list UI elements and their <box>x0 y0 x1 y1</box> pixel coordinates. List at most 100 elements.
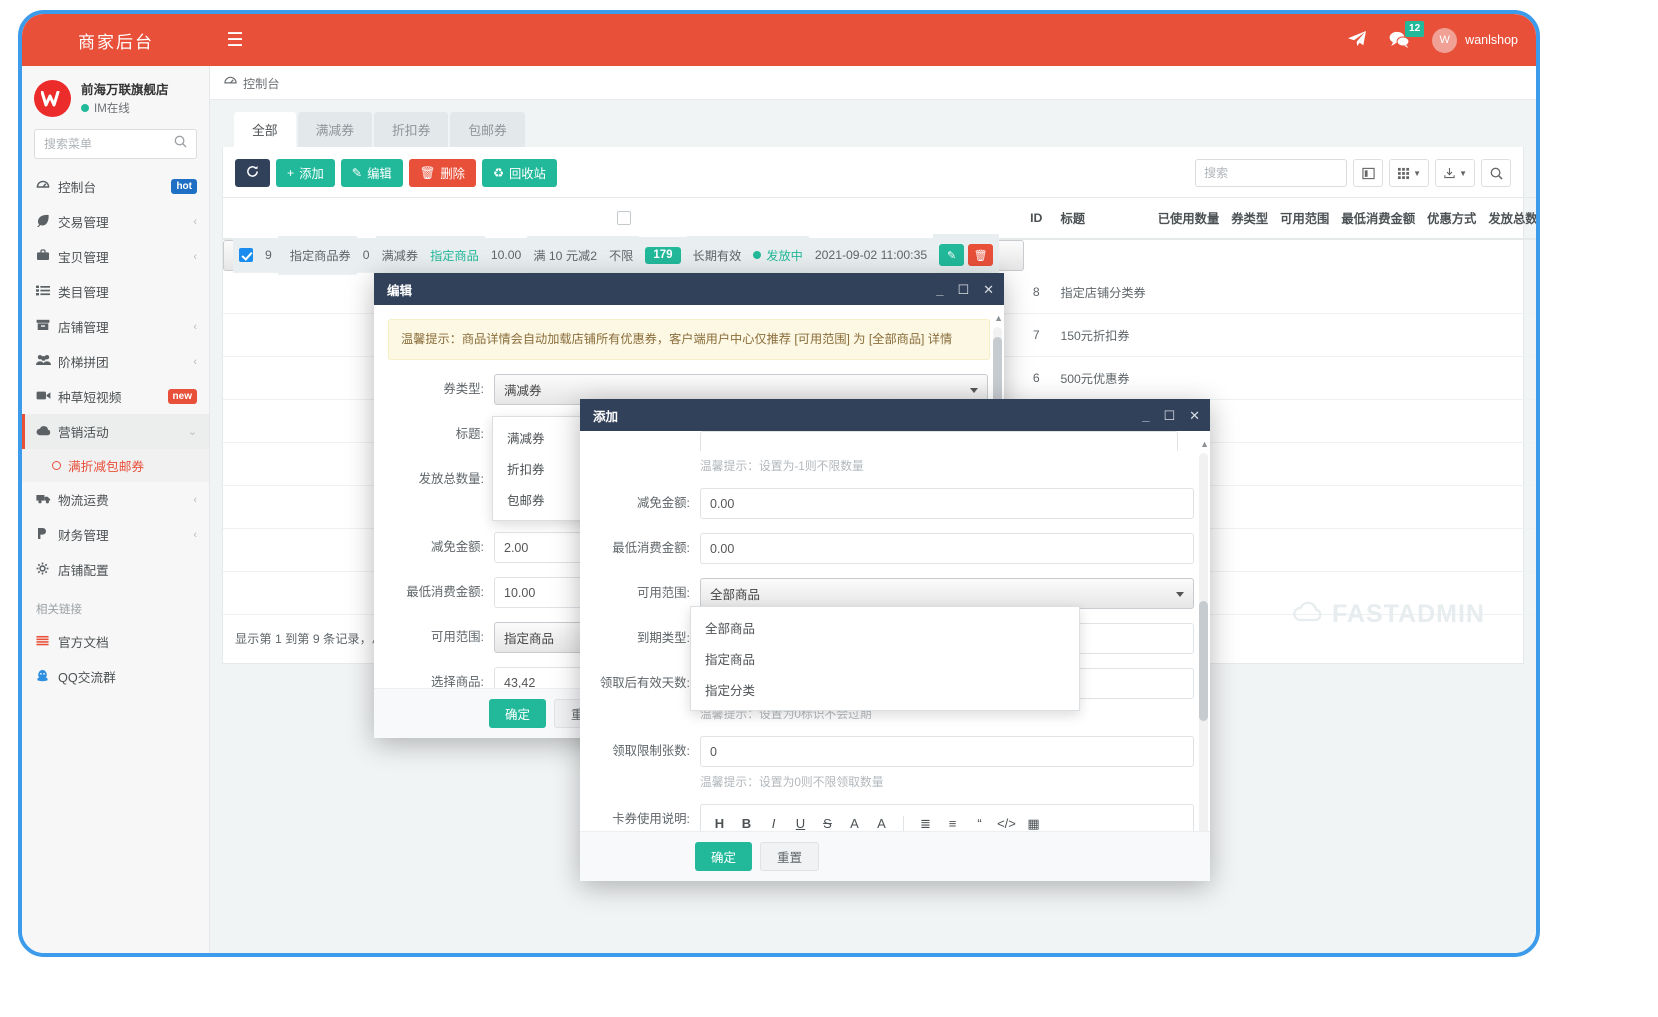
refresh-button[interactable] <box>235 159 270 187</box>
minimize-icon[interactable]: _ <box>1142 407 1150 423</box>
maximize-icon[interactable]: ☐ <box>957 281 970 297</box>
editor-B[interactable]: B <box>741 816 752 831</box>
im-status: IM在线 <box>81 100 169 116</box>
editor-A[interactable]: A <box>877 816 886 831</box>
scope-link[interactable]: 指定商品 <box>430 249 479 263</box>
editor-code-icon[interactable]: </> <box>997 816 1016 831</box>
sidebar-subitem-coupon[interactable]: 满折减包邮券 <box>22 449 209 482</box>
editor-A[interactable]: A <box>850 816 859 831</box>
maximize-icon[interactable]: ☐ <box>1163 407 1176 423</box>
paper-plane-icon[interactable] <box>1347 30 1367 51</box>
sidebar-item-2[interactable]: 宝贝管理 ‹ <box>22 239 209 274</box>
coupon-type-option-0[interactable]: 满减券 <box>507 432 545 446</box>
add-dialog-titlebar[interactable]: 添加 _ ☐ ✕ <box>580 399 1210 431</box>
scroll-up-arrow-icon[interactable]: ▲ <box>994 313 1003 323</box>
cell-7: 满 10 元减2 <box>527 236 603 275</box>
editor-I[interactable]: I <box>771 816 776 831</box>
row-delete-button[interactable]: 🗑 <box>968 244 994 266</box>
menu-search-input[interactable] <box>34 129 197 159</box>
cell-5 <box>1274 313 1336 357</box>
editor-S[interactable]: S <box>823 816 832 831</box>
sidebar-item-9[interactable]: 财务管理 ‹ <box>22 517 209 552</box>
scope-option-0[interactable]: 全部商品 <box>705 622 756 636</box>
row-edit-button[interactable]: ✎ <box>939 244 965 266</box>
search-icon[interactable] <box>1481 159 1511 187</box>
related-link-1[interactable]: QQ交流群 <box>22 659 209 694</box>
add-label-2: 可用范围: <box>636 586 690 600</box>
table-header-row: ID标题已使用数量券类型可用范围最低消费金额优惠方式发放总数量已领取数量有效期状… <box>223 197 1536 240</box>
edit-button[interactable]: ✎ 编辑 <box>340 159 403 187</box>
cell-7 <box>1421 571 1483 615</box>
sidebar-badge: hot <box>171 179 197 194</box>
cell-5 <box>1274 571 1336 615</box>
sidebar-item-label: 营销活动 <box>58 426 109 440</box>
add-select-2[interactable]: 全部商品 <box>700 578 1194 609</box>
add-dialog-scrollbar[interactable] <box>1199 453 1208 843</box>
tab-1[interactable]: 满减券 <box>297 112 372 147</box>
add-input-1[interactable] <box>700 533 1194 564</box>
dashboard-icon <box>224 76 237 90</box>
add-button[interactable]: + 添加 <box>276 159 335 187</box>
minimize-icon[interactable]: _ <box>936 281 944 297</box>
row-actions: ✎ 🗑 <box>939 244 994 266</box>
add-input-0[interactable] <box>700 488 1194 519</box>
editor-quote-icon[interactable]: “ <box>977 816 982 831</box>
user-menu[interactable]: W wanlshop <box>1432 27 1518 53</box>
edit-button-label: 编辑 <box>367 167 392 181</box>
edit-dialog-titlebar[interactable]: 编辑 _ ☐ ✕ <box>374 273 1004 305</box>
issue-total-input[interactable] <box>700 431 1178 451</box>
sidebar-item-7[interactable]: 营销活动 ⌄ <box>22 414 209 449</box>
editor-table-icon[interactable]: ▦ <box>1027 815 1040 831</box>
recycle-bin-button[interactable]: ♻ 回收站 <box>481 159 557 187</box>
tab-2[interactable]: 折扣券 <box>373 112 449 147</box>
cell-13[interactable]: ✎ 🗑 <box>933 234 1000 277</box>
columns-icon[interactable] <box>1353 159 1384 187</box>
coupon-type-option-1[interactable]: 折扣券 <box>507 463 545 477</box>
sidebar-item-5[interactable]: 阶梯拼团 ‹ <box>22 344 209 379</box>
table-search-input[interactable] <box>1195 159 1348 187</box>
add-hint-5: 温馨提示：设置为0则不限领取数量 <box>700 775 884 789</box>
add-input-5[interactable] <box>700 736 1194 767</box>
close-icon[interactable]: ✕ <box>983 281 994 297</box>
sidebar-item-6[interactable]: 种草短视频 new <box>22 379 209 414</box>
edit-confirm-button[interactable]: 确定 <box>489 699 547 728</box>
tab-0[interactable]: 全部 <box>234 112 296 147</box>
close-icon[interactable]: ✕ <box>1189 407 1200 423</box>
editor-list-ul-icon[interactable]: ≡ <box>948 816 957 831</box>
sidebar-item-3[interactable]: 类目管理 <box>22 274 209 309</box>
tab-3[interactable]: 包邮券 <box>450 112 525 147</box>
editor-H[interactable]: H <box>714 816 725 831</box>
select-all-checkbox[interactable] <box>616 211 631 226</box>
add-scroll-thumb[interactable] <box>1199 601 1208 721</box>
related-link-0[interactable]: 官方文档 <box>22 624 209 659</box>
money-icon <box>36 527 58 543</box>
trash-icon: 🗑 <box>419 165 436 180</box>
add-confirm-button[interactable]: 确定 <box>695 842 753 871</box>
status-badge: 发放中 <box>753 246 803 264</box>
sidebar-item-0[interactable]: 控制台 hot <box>22 169 209 204</box>
shop-info: 前海万联旗舰店 IM在线 <box>81 81 169 116</box>
grid-icon[interactable]: ▼ <box>1389 159 1430 187</box>
row-checkbox[interactable] <box>239 248 253 263</box>
add-reset-button[interactable]: 重置 <box>760 842 820 871</box>
delete-button[interactable]: 🗑 删除 <box>408 159 476 187</box>
add-button-label: 添加 <box>299 167 324 181</box>
comments-icon[interactable]: 12 <box>1389 20 1425 51</box>
sidebar-item-10[interactable]: 店铺配置 <box>22 552 209 587</box>
breadcrumb-label[interactable]: 控制台 <box>243 76 280 91</box>
editor-list-ol-icon[interactable]: ≣ <box>920 815 931 831</box>
hamburger-icon[interactable]: ☰ <box>226 29 244 51</box>
editor-U[interactable]: U <box>795 816 806 831</box>
sidebar-item-1[interactable]: 交易管理 ‹ <box>22 204 209 239</box>
cell-0[interactable] <box>233 237 259 274</box>
table-row[interactable]: 9 指定商品券 0 满减券 指定商品 10.00 满 10 元减2 不限 179 长期有效 发放中 2… <box>223 234 1025 277</box>
scope-option-1[interactable]: 指定商品 <box>705 653 756 667</box>
sidebar-item-4[interactable]: 店铺管理 ‹ <box>22 309 209 344</box>
coupon-type-option-2[interactable]: 包邮券 <box>507 494 545 508</box>
scroll-up-arrow-icon[interactable]: ▲ <box>1200 439 1209 449</box>
edit-scroll-thumb[interactable] <box>993 337 1002 447</box>
sidebar-item-8[interactable]: 物流运费 ‹ <box>22 482 209 517</box>
export-icon[interactable]: ▼ <box>1435 159 1475 187</box>
scope-option-2[interactable]: 指定分类 <box>705 684 756 698</box>
select-all-header[interactable] <box>223 197 1025 240</box>
